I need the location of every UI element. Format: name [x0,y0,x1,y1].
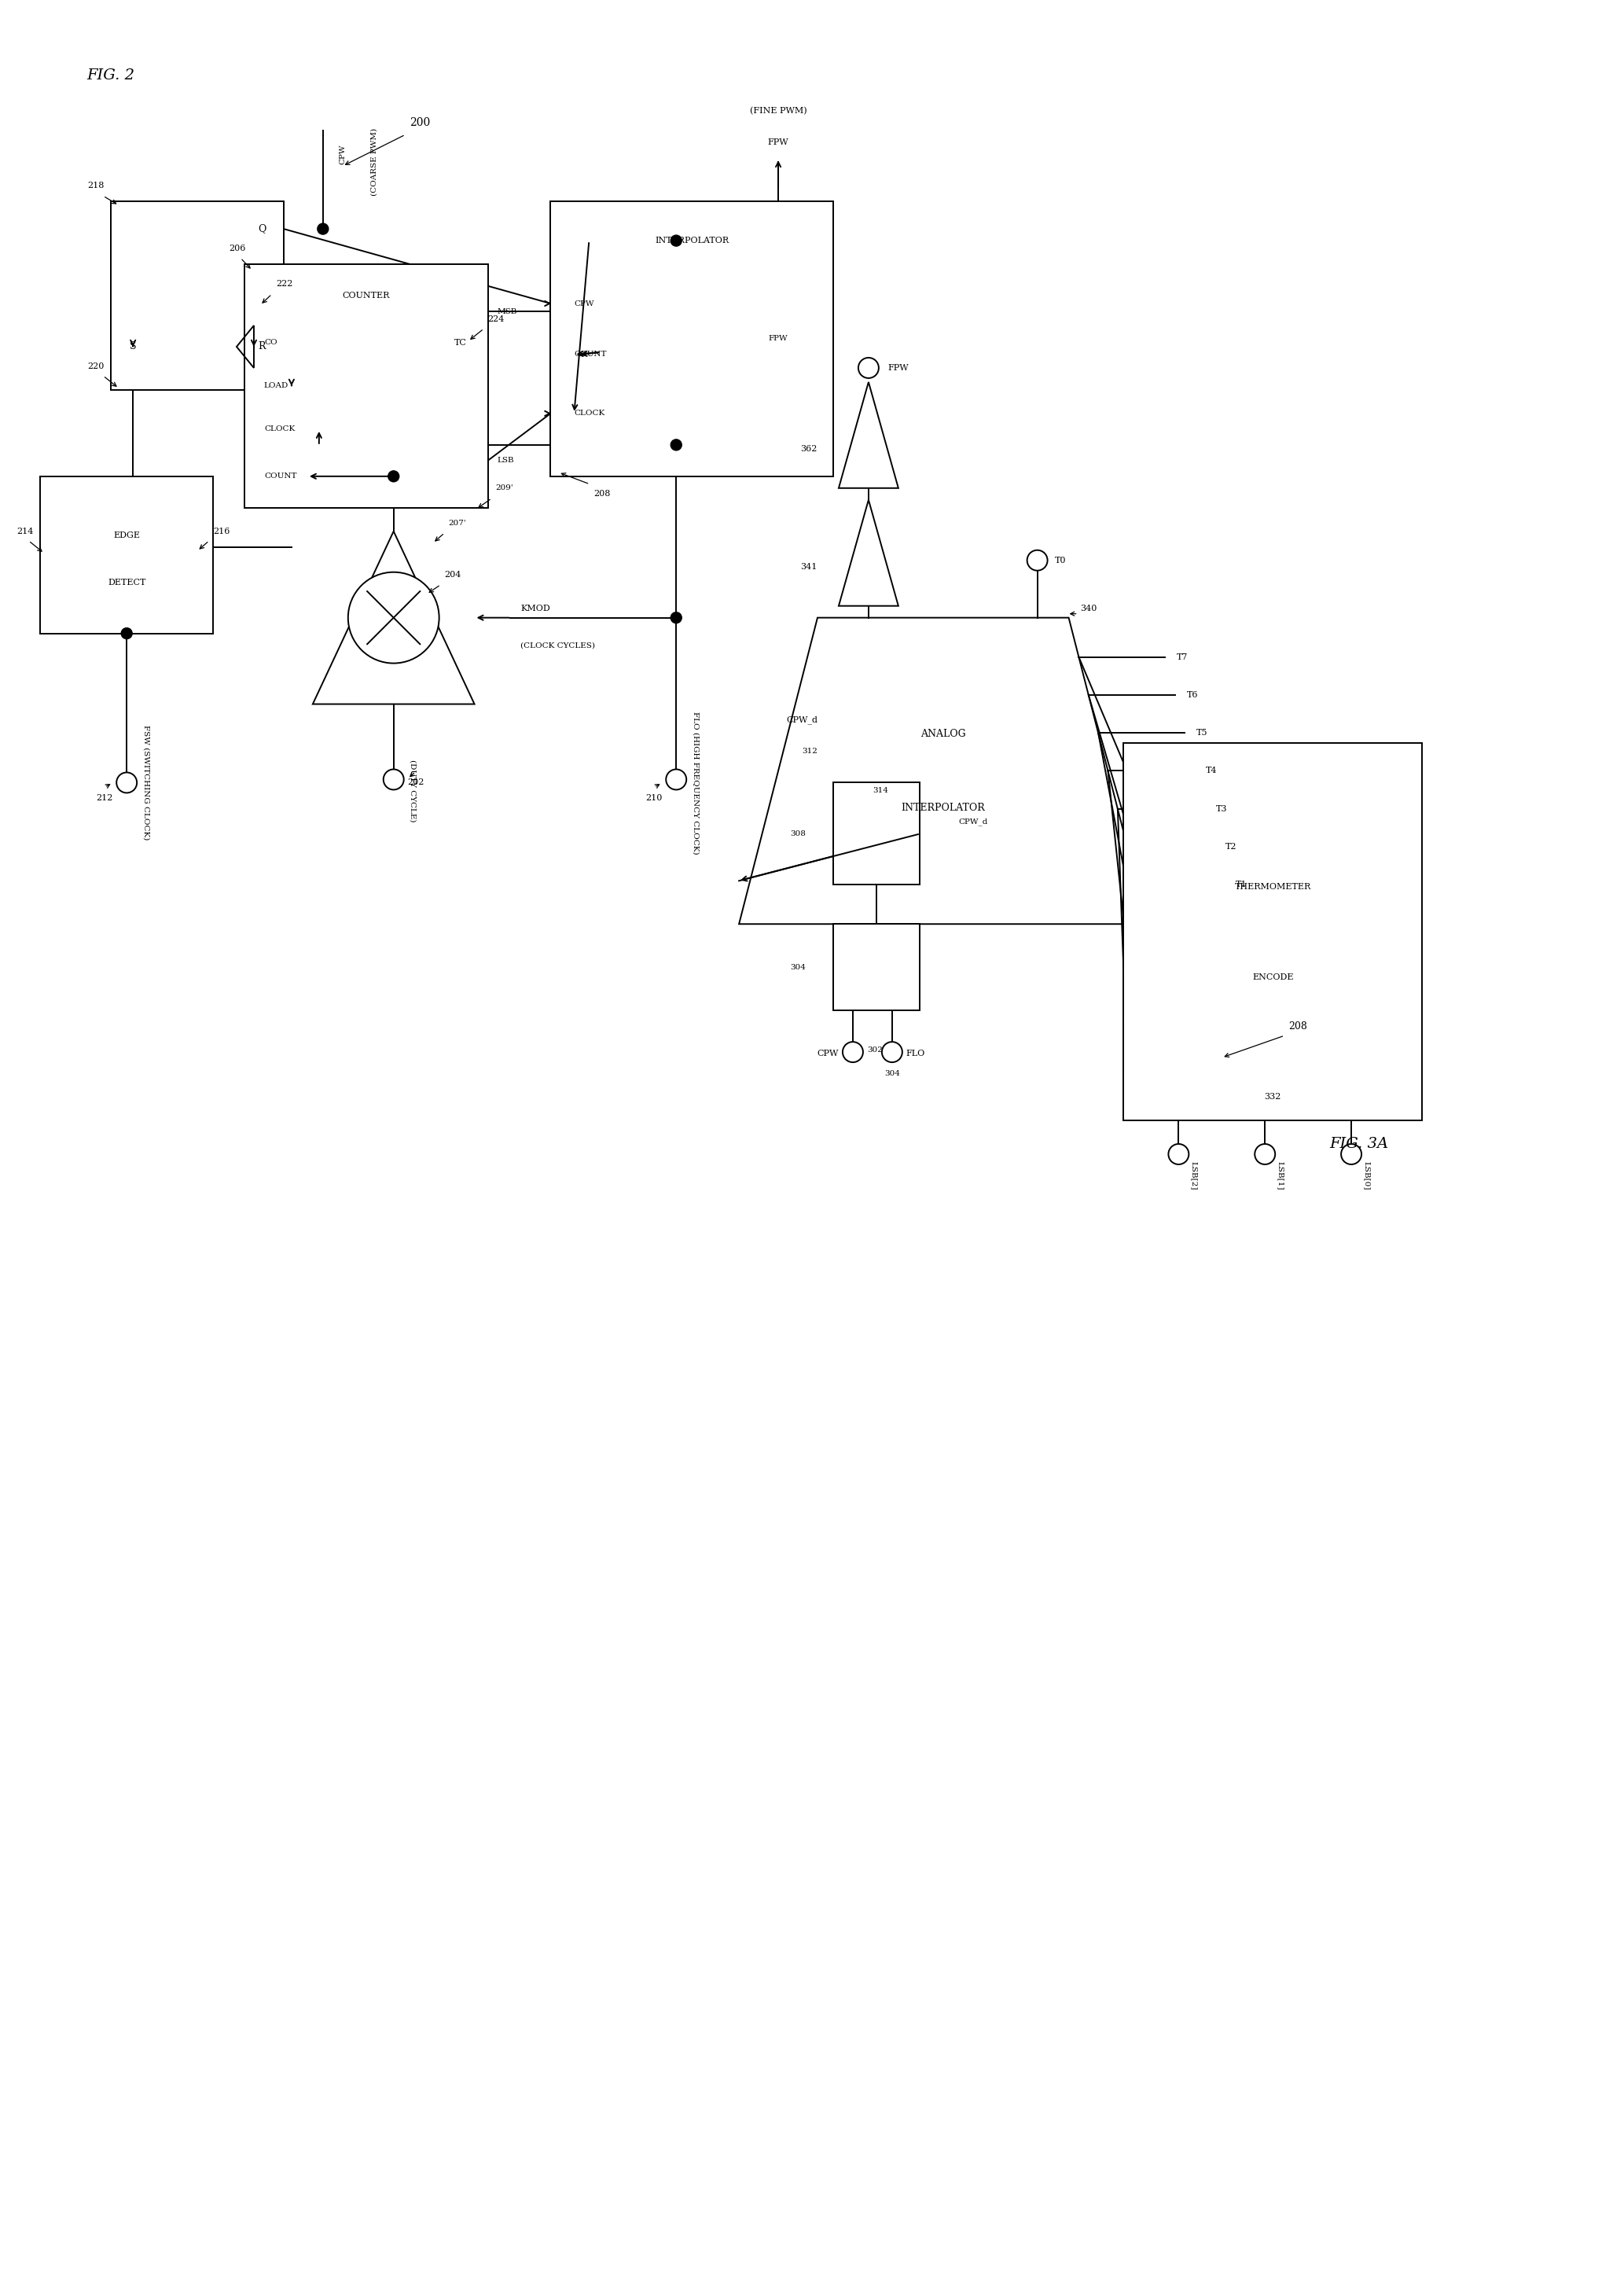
Text: LSB[1]: LSB[1] [1276,1160,1285,1190]
Text: CPW: CPW [339,144,346,164]
Circle shape [117,772,136,793]
Text: 312: 312 [802,747,817,754]
Text: 222: 222 [276,281,292,288]
Text: THERMOMETER: THERMOMETER [1234,882,1311,891]
Text: COUNT: COUNT [265,473,297,480]
Text: 302: 302 [867,1046,882,1053]
Text: 332: 332 [1265,1094,1281,1101]
Text: (FINE PWM): (FINE PWM) [750,107,807,114]
Text: T6: T6 [1187,692,1199,699]
Text: ANALOG: ANALOG [921,729,966,740]
Text: LSB[0]: LSB[0] [1363,1160,1371,1190]
Text: KMOD: KMOD [521,605,551,612]
Text: 220: 220 [88,363,104,370]
Text: TC: TC [455,338,466,347]
Text: CPW: CPW [817,1051,838,1057]
FancyBboxPatch shape [41,477,213,633]
Circle shape [671,612,682,624]
Text: 210: 210 [645,795,663,802]
Text: 214: 214 [16,528,34,534]
Text: T2: T2 [1226,843,1237,850]
Text: T0: T0 [1054,557,1065,564]
Text: 224: 224 [487,315,505,322]
Text: FSW (SWITCHING CLOCK): FSW (SWITCHING CLOCK) [143,724,149,841]
FancyBboxPatch shape [110,201,284,391]
Text: INTERPOLATOR: INTERPOLATOR [654,238,729,244]
Text: T3: T3 [1216,804,1228,813]
Text: 202: 202 [408,779,424,786]
Text: COUNTER: COUNTER [343,292,390,299]
Circle shape [843,1042,862,1062]
Text: T5: T5 [1197,729,1208,738]
Circle shape [383,770,404,790]
Text: (CLOCK CYCLES): (CLOCK CYCLES) [521,642,596,649]
Text: Q: Q [258,224,266,233]
Circle shape [1168,1144,1189,1165]
Text: 200: 200 [409,116,430,128]
Text: T7: T7 [1177,653,1189,660]
Text: FLO: FLO [906,1051,926,1057]
Text: 206: 206 [229,244,245,254]
Text: 204: 204 [445,571,461,578]
Text: 304: 304 [883,1069,900,1076]
Text: (DUTY CYCLE): (DUTY CYCLE) [409,758,416,822]
Text: 212: 212 [96,795,112,802]
Text: S: S [130,343,136,352]
Text: CPW_d: CPW_d [958,818,987,827]
Text: FLO (HIGH FREQUENCY CLOCK): FLO (HIGH FREQUENCY CLOCK) [692,710,698,854]
FancyBboxPatch shape [551,201,833,477]
Text: ENCODE: ENCODE [1252,973,1293,982]
Text: DETECT: DETECT [107,578,146,587]
Text: LOAD: LOAD [265,381,289,391]
Text: 308: 308 [791,829,806,838]
Text: 341: 341 [801,562,817,571]
Text: FPW: FPW [768,336,788,343]
Text: 304: 304 [791,964,806,971]
Text: COUNT: COUNT [575,352,607,359]
Text: 209': 209' [495,484,513,491]
Text: CLOCK: CLOCK [265,425,296,432]
Text: FPW: FPW [768,139,789,146]
Circle shape [388,471,400,482]
Text: MSB: MSB [497,308,516,315]
Text: 362: 362 [801,445,817,452]
Text: (COARSE PWM): (COARSE PWM) [370,128,377,196]
Circle shape [122,628,132,640]
Text: CO: CO [265,340,278,347]
Circle shape [859,359,879,379]
Text: T1: T1 [1236,882,1247,888]
FancyBboxPatch shape [833,925,919,1010]
Text: CPW: CPW [575,299,594,306]
Text: EDGE: EDGE [114,532,140,539]
Text: 340: 340 [1080,605,1098,612]
Text: LSB[2]: LSB[2] [1190,1160,1197,1190]
Text: 218: 218 [88,183,104,190]
Circle shape [348,571,438,662]
Text: 208: 208 [594,489,611,498]
Text: 207': 207' [448,521,466,528]
Circle shape [671,439,682,450]
Circle shape [671,235,682,247]
Text: CPW_d: CPW_d [786,715,817,724]
Text: INTERPOLATOR: INTERPOLATOR [901,802,986,813]
Text: 208: 208 [1288,1021,1307,1032]
Circle shape [317,224,328,235]
Text: CLOCK: CLOCK [575,409,606,418]
FancyBboxPatch shape [833,783,919,884]
FancyBboxPatch shape [1124,742,1423,1121]
Circle shape [666,770,687,790]
Circle shape [1341,1144,1361,1165]
Text: 314: 314 [872,788,888,795]
Circle shape [1026,550,1047,571]
Text: FPW: FPW [888,363,909,372]
Text: R: R [258,343,265,352]
FancyBboxPatch shape [245,265,487,507]
Text: 216: 216 [213,528,231,534]
Text: FIG. 3A: FIG. 3A [1330,1137,1389,1151]
Circle shape [1255,1144,1275,1165]
Text: T4: T4 [1207,767,1218,774]
Text: LSB: LSB [497,457,515,464]
Circle shape [882,1042,903,1062]
Text: FIG. 2: FIG. 2 [88,69,135,82]
